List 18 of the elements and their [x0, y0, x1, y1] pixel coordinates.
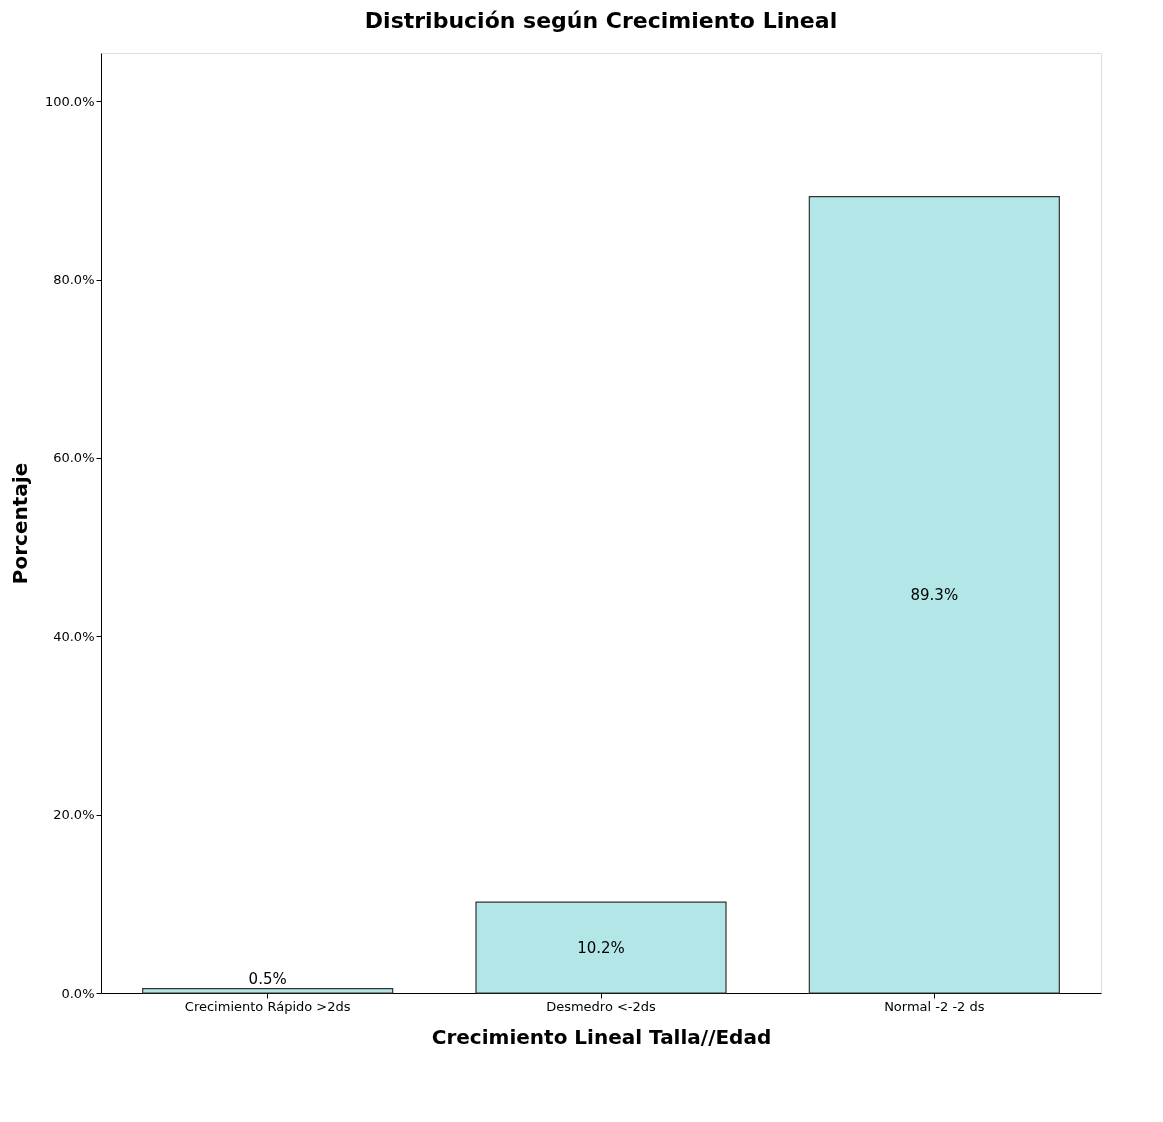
x-tick-label: Normal -2 -2 ds [884, 998, 985, 1014]
y-tick-label: 60.0% [53, 450, 95, 466]
x-axis-title: Crecimiento Lineal Talla//Edad [431, 1024, 772, 1049]
data-label: 89.3% [910, 585, 959, 604]
y-tick-label: 100.0% [44, 93, 95, 109]
bar [808, 195, 1060, 994]
data-label: 10.2% [577, 938, 625, 957]
y-tick-label: 80.0% [53, 272, 95, 288]
y-tick-label: 40.0% [53, 628, 95, 644]
bar [475, 901, 727, 994]
data-label: 0.5% [248, 969, 287, 988]
y-tick-label: 20.0% [53, 807, 95, 823]
x-tick-label: Crecimiento Rápido >2ds [184, 998, 351, 1014]
chart-title: Distribución según Crecimiento Lineal [364, 8, 838, 33]
y-tick-label: 0.0% [61, 985, 95, 1001]
x-tick-label: Desmedro <-2ds [546, 998, 657, 1014]
y-axis-title: Porcentaje [7, 462, 32, 585]
bar [142, 987, 394, 994]
